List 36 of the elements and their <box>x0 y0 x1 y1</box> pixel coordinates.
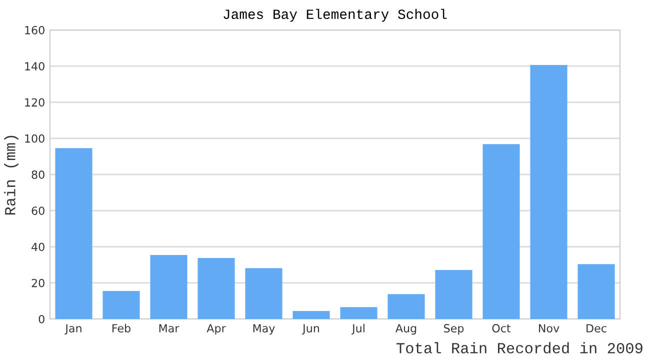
bar <box>102 291 140 319</box>
x-tick-label: Jul <box>351 324 364 335</box>
y-tick-label: 140 <box>25 62 44 71</box>
y-axis-title: Rain (mm) <box>4 136 18 215</box>
y-tick-label: 80 <box>32 170 44 179</box>
x-tick-label: Sep <box>444 324 464 335</box>
x-tick-label: Jan <box>64 324 82 335</box>
y-tick-label: 60 <box>32 206 44 216</box>
y-tick-label: 120 <box>25 98 44 107</box>
y-tick-label: 20 <box>32 278 44 288</box>
y-tick-label: 160 <box>25 26 44 34</box>
x-tick-label: Dec <box>586 324 606 332</box>
bar <box>435 270 472 319</box>
bar <box>482 144 520 319</box>
x-tick-label: Mar <box>159 324 180 332</box>
y-tick-label: 40 <box>32 242 44 252</box>
x-tick-label: Oct <box>492 324 511 332</box>
bar <box>198 258 235 319</box>
x-tick-label: May <box>253 324 275 335</box>
bar <box>388 294 425 319</box>
x-tick-label: Jun <box>302 324 319 335</box>
y-tick-label: 100 <box>25 134 44 143</box>
x-tick-label: Aug <box>395 324 416 335</box>
bar <box>340 307 378 319</box>
text: Total Rain Recorded in 2009 <box>396 342 642 354</box>
bar <box>530 65 568 319</box>
x-tick-label: Apr <box>206 324 226 335</box>
x-tick-label: Feb <box>112 324 130 332</box>
y-tick-label: 0 <box>38 314 44 324</box>
bar <box>55 148 92 319</box>
chart-title: James Bay Elementary School <box>224 8 447 22</box>
bar <box>578 264 615 319</box>
bar <box>292 311 330 319</box>
bar <box>245 268 282 319</box>
x-tick-label: Nov <box>538 324 560 332</box>
bar <box>150 255 188 319</box>
